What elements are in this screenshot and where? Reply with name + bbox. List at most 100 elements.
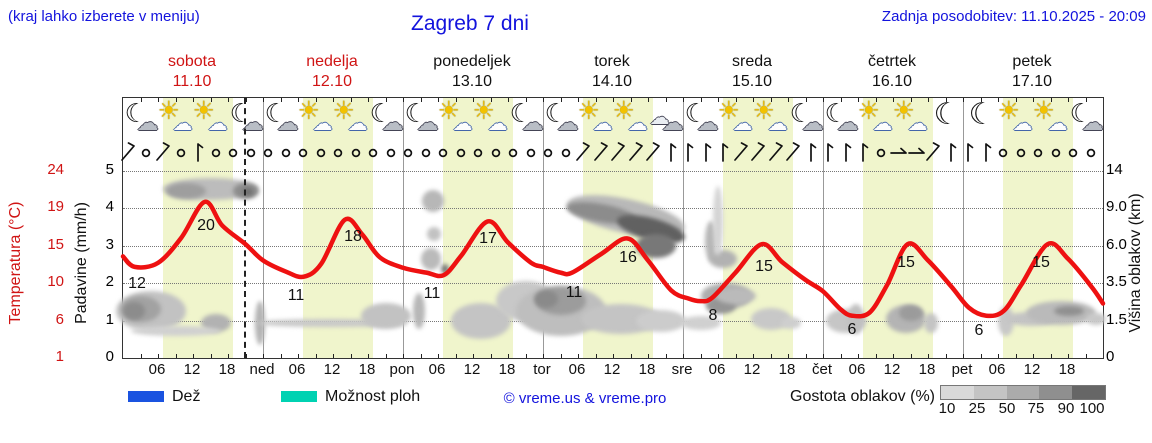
x-axis-tick (998, 354, 999, 358)
wind-calm-icon (1030, 140, 1047, 163)
moon-icon: ☾ (1069, 98, 1093, 128)
moon-icon: ☾ (229, 98, 253, 128)
moon-icon: ☾ (124, 98, 148, 128)
wind-barb-icon (750, 140, 767, 163)
cloud-icon: ☁ (661, 110, 684, 135)
day-name: torek (594, 53, 630, 70)
rain-legend-item: Dež (128, 388, 200, 406)
weather-icon-moon-cloud: ☾ ☁ (823, 100, 859, 136)
sun-icon: ☀ (717, 97, 740, 125)
wind-calm-icon (435, 140, 452, 163)
x-axis-tick (315, 354, 317, 358)
cloud-blob (131, 326, 221, 336)
top-axis-tick (1033, 98, 1034, 102)
cloud-icon: ☁ (276, 110, 299, 135)
axis-tick-label: 3 (105, 235, 114, 253)
showers-legend-item: Možnost ploh (281, 388, 420, 406)
moon-icon: ☾ (789, 98, 813, 128)
cloud-icon: ☁ (1047, 113, 1068, 135)
wind-calm-icon (418, 140, 435, 163)
x-axis-tick (543, 354, 544, 358)
axis-tick-label: 1.5 (1106, 310, 1127, 328)
x-axis-label: tor (533, 361, 551, 378)
x-axis-tick (963, 354, 964, 358)
day-boundary-line (823, 98, 824, 358)
temp-value-label: 11 (287, 287, 305, 304)
top-axis-tick (403, 98, 404, 102)
wind-barb-icon (925, 140, 942, 163)
wind-barb-icon (628, 140, 645, 163)
wind-barb-icon (190, 140, 207, 163)
top-axis-tick (1085, 98, 1087, 102)
temp-tick-label: 1 (55, 348, 64, 365)
top-axis-tick (945, 98, 947, 102)
cloud-icon: ☁ (381, 110, 404, 135)
temp-tick-label: 15 (47, 235, 64, 253)
temp-value-label: 17 (479, 230, 497, 247)
top-axis-tick (140, 98, 142, 102)
day-header-petek: petek 17.10 (962, 52, 1102, 92)
cloud-blob (427, 227, 441, 241)
day-header-sobota: sobota 11.10 (122, 52, 262, 92)
top-axis-tick (928, 98, 929, 102)
day-date: 16.10 (871, 73, 913, 90)
x-axis-tick (280, 354, 282, 358)
x-axis-label: 12 (883, 361, 901, 378)
wind-calm-icon (1065, 140, 1082, 163)
sun-icon: ☀ (157, 97, 180, 125)
density-tick-label: 100 (1079, 400, 1105, 417)
wind-barb-icon (645, 140, 662, 163)
x-axis-tick (805, 354, 807, 358)
top-axis-tick (193, 98, 194, 102)
top-axis-tick (963, 98, 964, 102)
credit-link[interactable]: © vreme.us & vreme.pro (503, 390, 667, 407)
x-axis-tick (455, 354, 457, 358)
wind-barb-icon (768, 140, 785, 163)
moon-icon: ☾ (369, 98, 393, 128)
sun-icon: ☀ (857, 97, 880, 125)
menu-hint: (kraj lahko izberete v meniju) (8, 8, 200, 25)
top-axis-tick (368, 98, 369, 102)
cloud-icon: ☁ (452, 113, 473, 135)
wind-barb-icon (715, 140, 732, 163)
day-date: 14.10 (591, 73, 633, 90)
x-axis-label: 18 (638, 361, 656, 378)
top-axis-tick (158, 98, 159, 102)
top-axis-tick (875, 98, 877, 102)
x-axis-label: 18 (358, 361, 376, 378)
day-name: sobota (167, 53, 217, 70)
weather-icon-sun-cloud: ☀ ☁ (1033, 99, 1069, 136)
x-axis-label: 06 (848, 361, 866, 378)
weather-icon-sun-cloud: ☀ ☁ (473, 99, 509, 136)
axis-tick-label: 2 (105, 273, 114, 291)
top-axis-tick (350, 98, 352, 102)
moon-icon: ☾ (824, 98, 848, 128)
x-axis-tick (788, 354, 789, 358)
cloud-icon: ☁ (767, 113, 788, 135)
weather-icon-sun-cloud: ☀ ☁ (613, 99, 649, 136)
cloud-icon: ☁ (696, 110, 719, 135)
cloud-blob (422, 190, 444, 212)
top-axis-tick (543, 98, 544, 102)
day-date: 17.10 (1011, 73, 1053, 90)
x-axis-label: 18 (918, 361, 936, 378)
weather-icon-sun-cloud: ☀ ☁ (857, 97, 894, 136)
axis-tick-label: 0 (1106, 348, 1115, 365)
weather-icon-sun-cloud: ☀ ☁ (298, 99, 334, 136)
wind-barb-icon (663, 140, 680, 163)
top-axis-tick (175, 98, 177, 102)
x-axis-tick (735, 354, 737, 358)
wind-calm-icon (208, 140, 225, 163)
density-segment (1006, 386, 1040, 399)
cloud-blob (534, 290, 558, 308)
day-name: nedelja (306, 53, 358, 70)
day-date: 15.10 (731, 73, 773, 90)
top-axis-tick (1050, 98, 1052, 102)
day-name: četrtek (867, 53, 916, 70)
x-axis-tick (595, 354, 597, 358)
cloud-icon: ☁ (907, 113, 928, 135)
cloud-blob (361, 303, 411, 329)
weather-icon-moon-cloud: ☾ ☁ (683, 100, 719, 136)
cloud-icon: ☁ (592, 113, 613, 135)
day-date: 11.10 (172, 73, 212, 90)
